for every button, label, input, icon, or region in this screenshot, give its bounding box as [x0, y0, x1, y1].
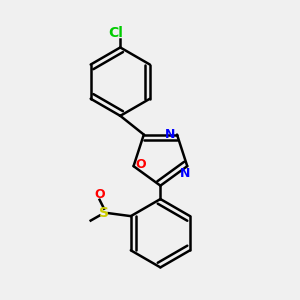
- Text: Cl: Cl: [108, 26, 123, 40]
- Text: S: S: [99, 206, 109, 220]
- Text: O: O: [136, 158, 146, 171]
- Text: N: N: [165, 128, 176, 141]
- Text: N: N: [180, 167, 190, 180]
- Text: O: O: [94, 188, 105, 201]
